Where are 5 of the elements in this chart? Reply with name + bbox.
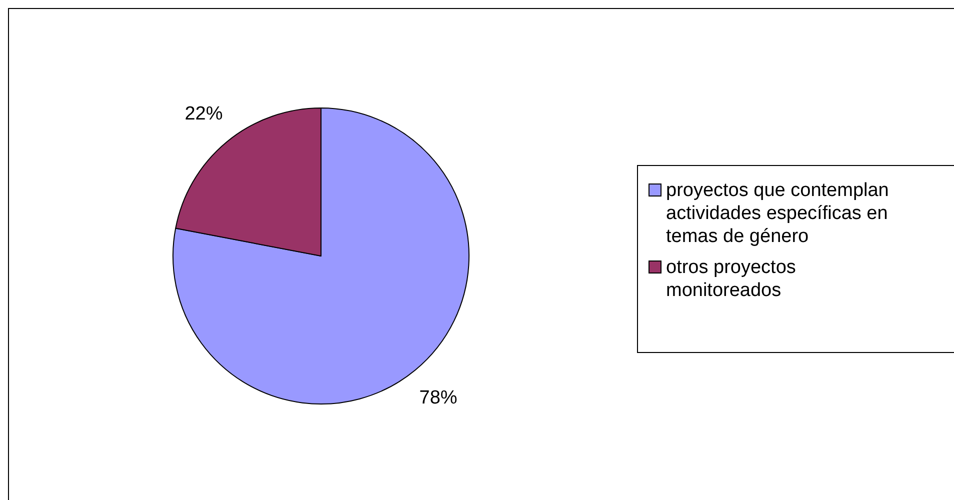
data-label: 22% [184, 104, 223, 125]
pie-slice [172, 108, 470, 404]
data-label: 78% [419, 387, 458, 408]
legend-label: otros proyectos monitoreados [666, 257, 796, 301]
legend-label: proyectos que contemplan actividades específicas en temas de género [666, 180, 889, 247]
